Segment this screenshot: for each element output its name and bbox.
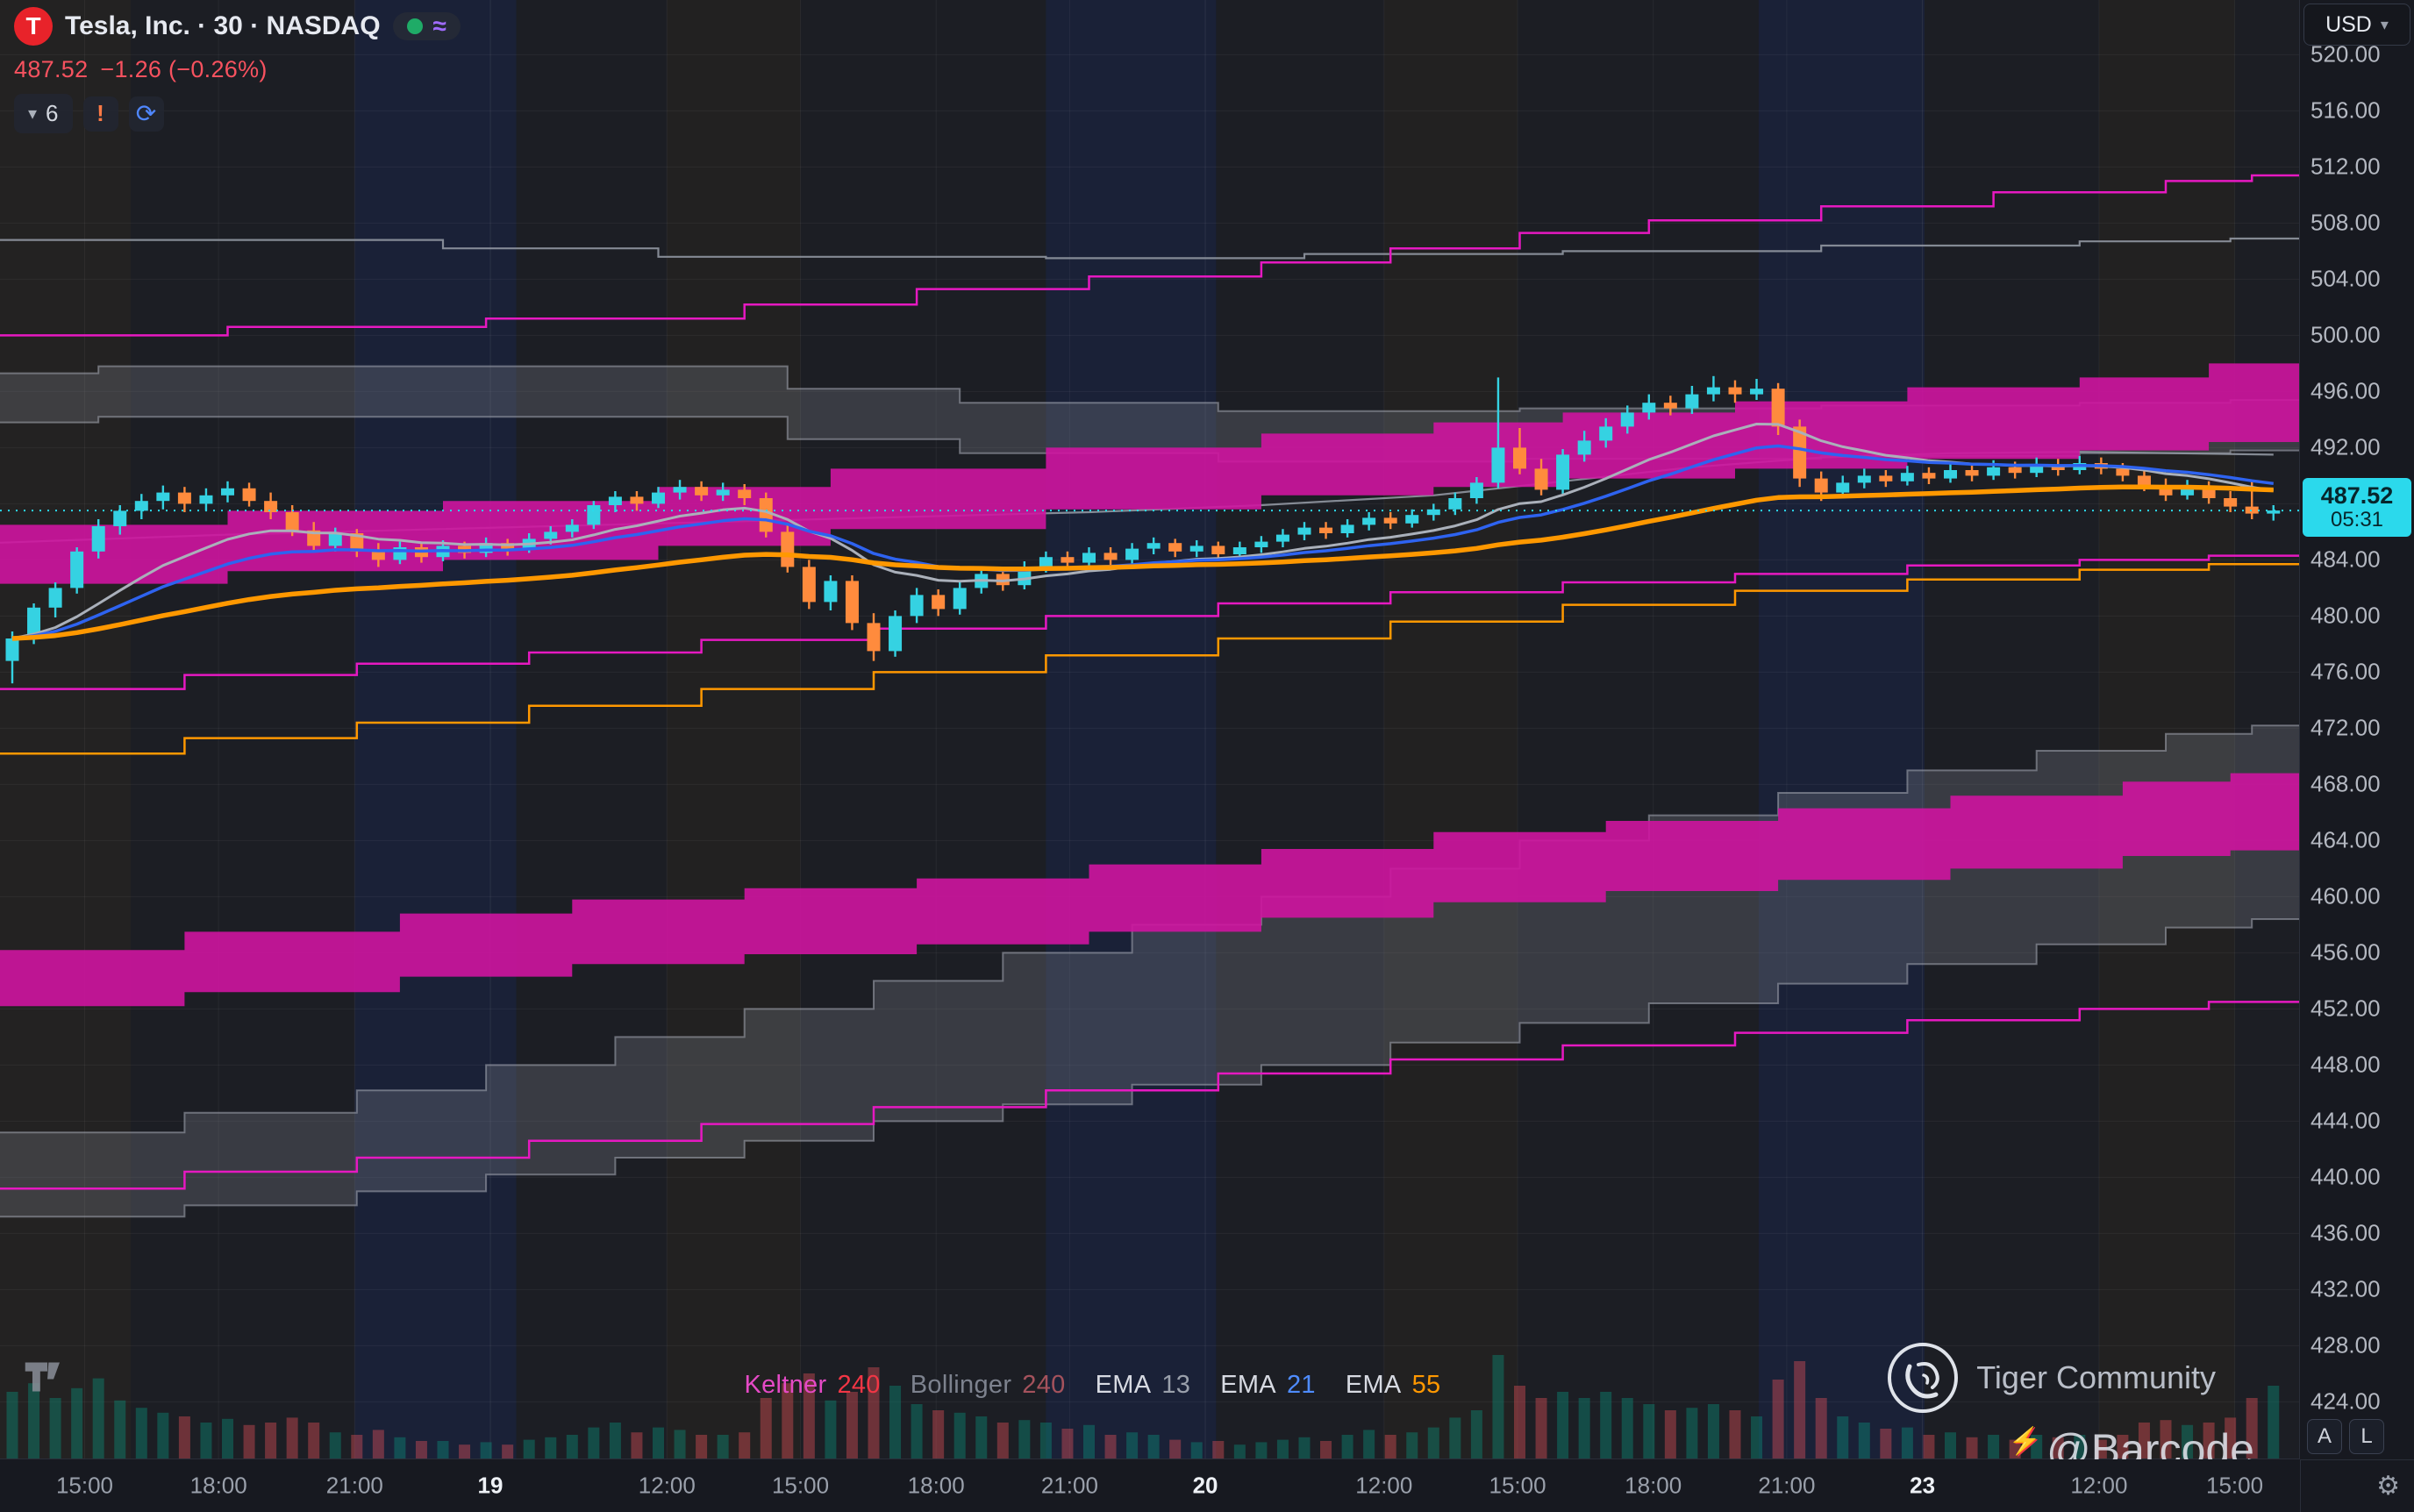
chevron-down-icon: ▾	[2380, 15, 2389, 33]
chevron-down-icon: ▾	[28, 104, 38, 124]
bar-countdown: 05:31	[2330, 508, 2384, 532]
time-axis-label: 21:00	[1758, 1472, 1816, 1499]
object-count: 6	[46, 100, 59, 126]
data-feed-icon: ≈	[432, 12, 446, 39]
price-axis-label: 452.00	[2310, 995, 2381, 1022]
time-axis-label: 18:00	[189, 1472, 247, 1499]
price-axis-label: 516.00	[2310, 96, 2381, 124]
price-change-row: 487.52 −1.26 (−0.26%)	[14, 56, 461, 83]
price-axis-label: 460.00	[2310, 882, 2381, 909]
legend-item-keltner-240[interactable]: Keltner 240	[744, 1371, 881, 1399]
price-axis-label: 464.00	[2310, 826, 2381, 853]
time-axis-label: 12:00	[2070, 1472, 2128, 1499]
price-axis[interactable]: USD ▾ 487.52 05:31 424.00 428.00 432.00 436…	[2299, 0, 2414, 1459]
barcode-watermark: ⚡ @Barcode	[2009, 1424, 2254, 1459]
price-axis-label: 436.00	[2310, 1219, 2381, 1246]
price-axis-label: 484.00	[2310, 546, 2381, 573]
time-axis-label: 15:00	[55, 1472, 114, 1499]
time-axis-label: 18:00	[907, 1472, 965, 1499]
time-axis-label: 12:00	[1355, 1472, 1413, 1499]
legend-item-ema-13[interactable]: EMA 13	[1095, 1371, 1191, 1399]
axis-settings-gear-icon[interactable]: ⚙	[2376, 1472, 2400, 1501]
price-axis-label: 456.00	[2310, 938, 2381, 966]
tiger-community-watermark: Tiger Community	[1885, 1340, 2216, 1416]
axis-corner: ⚙	[2300, 1459, 2414, 1512]
price-axis-label: 500.00	[2310, 321, 2381, 348]
time-axis[interactable]: 15:00 18:00 21:00 19 12:00 15:00 18:00 21:00 20 1…	[0, 1459, 2300, 1512]
time-axis-label: 23	[1910, 1472, 1936, 1499]
price-axis-label: 496.00	[2310, 377, 2381, 404]
price-axis-label: 472.00	[2310, 714, 2381, 741]
refresh-icon[interactable]: ⟳	[128, 96, 164, 132]
tiger-community-label: Tiger Community	[1976, 1359, 2216, 1395]
legend-item-ema-55[interactable]: EMA 55	[1345, 1371, 1441, 1399]
price-axis-label: 492.00	[2310, 433, 2381, 460]
price-axis-label: 448.00	[2310, 1051, 2381, 1078]
tradingview-logo[interactable]	[23, 1360, 63, 1398]
price-axis-label: 480.00	[2310, 602, 2381, 629]
last-price-value: 487.52	[14, 56, 89, 82]
price-axis-label: 468.00	[2310, 770, 2381, 797]
log-scale-button[interactable]: L	[2349, 1419, 2384, 1454]
price-axis-label: 424.00	[2310, 1387, 2381, 1415]
price-axis-label: 444.00	[2310, 1107, 2381, 1134]
barcode-handle: @Barcode	[2046, 1425, 2254, 1459]
scale-buttons: A L	[2307, 1419, 2384, 1454]
legend-item-ema-21[interactable]: EMA 21	[1220, 1371, 1316, 1399]
time-axis-label: 20	[1192, 1472, 1218, 1499]
symbol-legend: T Tesla, Inc. · 30 · NASDAQ ≈ 487.52 −1.…	[14, 7, 461, 133]
indicator-legend: Keltner 240 Bollinger 240 EMA 13 EMA 21 EMA 55	[744, 1371, 1440, 1400]
auto-scale-button[interactable]: A	[2307, 1419, 2342, 1454]
time-axis-label: 21:00	[325, 1472, 383, 1499]
time-axis-label: 12:00	[638, 1472, 696, 1499]
time-axis-label: 15:00	[1489, 1472, 1546, 1499]
change-value: −1.26 (−0.26%)	[100, 56, 268, 82]
price-axis-label: 440.00	[2310, 1163, 2381, 1190]
status-pill[interactable]: ≈	[392, 12, 461, 40]
last-price-tag: 487.52 05:31	[2303, 478, 2411, 538]
last-price-tag-value: 487.52	[2320, 482, 2394, 510]
market-status-icon	[406, 18, 423, 34]
price-axis-label: 428.00	[2310, 1331, 2381, 1359]
tesla-logo-icon: T	[14, 7, 53, 46]
price-axis-label: 432.00	[2310, 1275, 2381, 1302]
legend-item-bollinger-240[interactable]: Bollinger 240	[910, 1371, 1066, 1399]
price-axis-label: 476.00	[2310, 658, 2381, 685]
object-tree-button[interactable]: ▾ 6	[14, 94, 73, 133]
time-axis-label: 15:00	[771, 1472, 830, 1499]
currency-label: USD	[2325, 11, 2372, 37]
time-axis-label: 18:00	[1625, 1472, 1682, 1499]
symbol-row: T Tesla, Inc. · 30 · NASDAQ ≈	[14, 7, 461, 46]
time-axis-label: 19	[477, 1472, 504, 1499]
chart-canvas[interactable]: T Tesla, Inc. · 30 · NASDAQ ≈ 487.52 −1.…	[0, 0, 2300, 1459]
chart-controls-row: ▾ 6 ! ⟳	[14, 94, 461, 133]
symbol-title[interactable]: Tesla, Inc. · 30 · NASDAQ	[65, 11, 381, 40]
tesla-logo-letter: T	[25, 12, 41, 39]
price-axis-label: 512.00	[2310, 153, 2381, 180]
zap-icon: ⚡	[2008, 1426, 2041, 1456]
currency-selector[interactable]: USD ▾	[2303, 4, 2410, 46]
time-axis-label: 15:00	[2206, 1472, 2264, 1499]
tiger-community-logo	[1888, 1343, 1959, 1413]
price-axis-label: 508.00	[2310, 209, 2381, 236]
alert-warning-icon[interactable]: !	[82, 96, 118, 132]
candlestick-chart[interactable]	[0, 0, 2300, 1459]
price-axis-label: 504.00	[2310, 265, 2381, 292]
time-axis-label: 21:00	[1040, 1472, 1098, 1499]
